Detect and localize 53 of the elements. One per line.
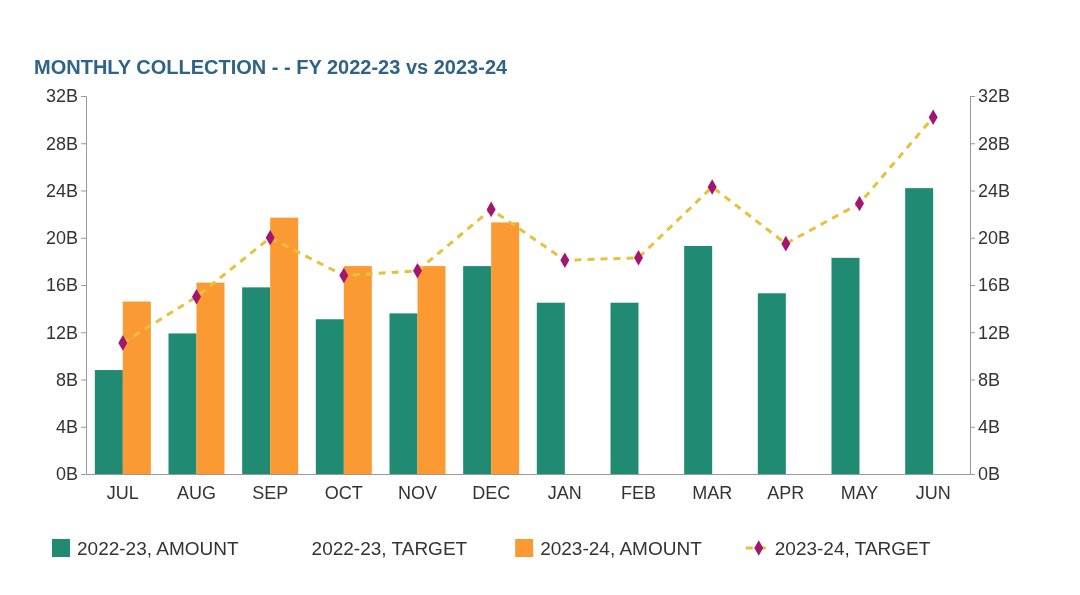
bar [417, 266, 446, 474]
text: 2022-23, TARGET [311, 538, 468, 559]
x-tick-label: JUL [106, 482, 139, 503]
bar [122, 301, 151, 474]
y2-tick-label: 20B [978, 228, 1011, 249]
bar [196, 282, 225, 474]
y2-tick-label: 32B [978, 86, 1011, 107]
legend-label: 2023-24, AMOUNT [540, 538, 703, 559]
y-tick-label: 0B [55, 464, 78, 485]
y-tick-label: 4B [55, 417, 78, 438]
chart-title: MONTHLY COLLECTION - - FY 2022-23 vs 2023-24 [34, 56, 508, 78]
y-tick-label: 16B [45, 275, 78, 296]
bar [491, 222, 520, 474]
y2-tick-label: 24B [978, 180, 1011, 201]
y2-tick-label: 12B [978, 322, 1011, 343]
bar [610, 302, 639, 474]
x-tick-label: NOV [397, 482, 438, 503]
x-tick-label: OCT [324, 482, 363, 503]
y-tick-label: 32B [45, 86, 78, 107]
x-tick-label: MAY [840, 482, 879, 503]
y-tick-label: 8B [55, 369, 78, 390]
y-tick-label: 20B [45, 228, 78, 249]
bar [242, 287, 271, 474]
bar [389, 313, 418, 474]
bar [343, 266, 372, 474]
bar [757, 293, 786, 474]
y2-tick-label: 28B [978, 133, 1011, 154]
legend-label: 2022-23, AMOUNT [77, 538, 239, 559]
x-tick-label: JUN [915, 482, 951, 503]
x-tick-label: FEB [620, 482, 657, 503]
x-tick-label: MAR [692, 482, 733, 503]
bar [315, 319, 344, 474]
x-tick-label: SEP [252, 482, 289, 503]
bar [831, 257, 860, 474]
y2-tick-label: 4B [978, 417, 1001, 438]
y2-tick-label: 8B [978, 369, 1001, 390]
y2-tick-label: 16B [978, 275, 1011, 296]
y-tick-label: 24B [45, 180, 78, 201]
x-tick-label: APR [767, 482, 805, 503]
bar [463, 266, 492, 474]
bar [905, 188, 934, 474]
x-tick-label: JAN [547, 482, 582, 503]
x-tick-label: AUG [176, 482, 217, 503]
bar [536, 302, 565, 474]
legend-label: 2023-24, TARGET [774, 538, 931, 559]
bar [684, 246, 713, 474]
bar [270, 217, 299, 474]
bar [94, 370, 123, 474]
y-tick-label: 28B [45, 133, 78, 154]
y2-tick-label: 0B [978, 464, 1001, 485]
x-tick-label: DEC [472, 482, 511, 503]
bar [168, 333, 197, 474]
y-tick-label: 12B [45, 322, 78, 343]
